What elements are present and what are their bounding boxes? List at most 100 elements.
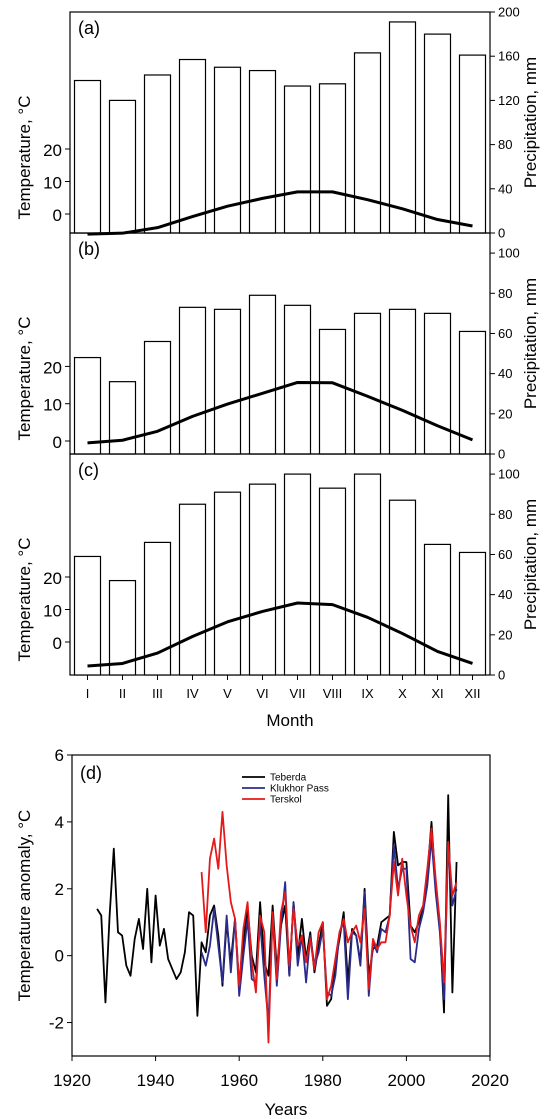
precipitation-bar — [178, 503, 207, 676]
y-left-tick-label: 0 — [53, 634, 62, 653]
precipitation-bar — [108, 579, 137, 676]
x-tick-label: II — [119, 686, 126, 701]
y-axis-title: Temperature anomaly, °C — [15, 810, 34, 1002]
y-right-tick-label: 40 — [498, 587, 512, 602]
precipitation-bar — [283, 473, 312, 676]
precipitation-bar — [423, 543, 452, 676]
precipitation-bar — [178, 306, 207, 455]
panel-c: (c) 0 10 20 0 20 40 60 80 100 Temperature, °C Preci… — [15, 453, 540, 730]
x-tick-label: IX — [361, 686, 374, 701]
temperature-line — [87, 190, 473, 236]
x-axis-title: Month — [266, 711, 313, 730]
precipitation-bar — [143, 340, 172, 455]
temperature-line — [87, 380, 474, 445]
series-line-terskol — [200, 810, 458, 1044]
panel-label: (c) — [78, 460, 99, 480]
precipitation-bar — [353, 473, 382, 676]
y-tick-label: 0 — [55, 947, 64, 966]
y-tick-label: -2 — [49, 1014, 64, 1033]
x-tick-label: 1980 — [304, 1071, 342, 1090]
precipitation-bar — [388, 21, 417, 234]
x-tick-label: V — [223, 686, 232, 701]
x-tick-label: 2020 — [471, 1071, 509, 1090]
precipitation-bar — [458, 330, 487, 455]
precipitation-bar — [213, 308, 242, 455]
y-right-axis-title: Precipitation, mm — [521, 57, 540, 188]
precipitation-bar — [318, 83, 347, 234]
x-tick-label: VII — [290, 686, 306, 701]
precipitation-bar — [283, 85, 312, 234]
y-left-axis-title: Temperature, °C — [15, 538, 34, 662]
y-left-tick-label: 10 — [43, 602, 62, 621]
precipitation-bar — [318, 487, 347, 676]
y-right-tick-label: 80 — [498, 137, 512, 152]
x-tick-label: I — [86, 686, 90, 701]
y-right-axis-title: Precipitation, mm — [521, 499, 540, 630]
precipitation-bar — [248, 483, 277, 676]
y-left-tick-label: 10 — [43, 396, 62, 415]
panel-label: (d) — [80, 763, 102, 783]
precipitation-bar — [353, 312, 382, 455]
precipitation-bar — [248, 69, 277, 234]
y-right-tick-label: 20 — [498, 627, 512, 642]
temperature-line — [87, 601, 473, 668]
y-right-axis-title: Precipitation, mm — [521, 278, 540, 409]
panel-label: (a) — [78, 18, 100, 38]
y-right-tick-label: 0 — [498, 226, 505, 241]
precipitation-bar — [73, 555, 102, 676]
precipitation-bar — [248, 294, 277, 455]
y-left-tick-label: 20 — [43, 569, 62, 588]
y-right-tick-label: 120 — [498, 93, 520, 108]
precipitation-bar — [108, 99, 137, 234]
y-right-tick-label: 40 — [498, 181, 512, 196]
legend-label: Terskol — [270, 795, 302, 806]
x-tick-label: IV — [186, 686, 199, 701]
y-left-axis-title: Temperature, °C — [15, 317, 34, 441]
panel-b: (b) 0 10 20 0 20 40 60 80 100 Temperature, °C Preci… — [15, 232, 540, 462]
precipitation-bar — [388, 499, 417, 676]
x-tick-label: III — [152, 686, 163, 701]
y-right-tick-label: 100 — [498, 467, 520, 482]
y-right-tick-label: 160 — [498, 49, 520, 64]
x-tick-label: VI — [256, 686, 268, 701]
x-tick-label: 2000 — [387, 1071, 425, 1090]
precipitation-bar — [213, 491, 242, 676]
y-right-tick-label: 80 — [498, 286, 512, 301]
y-right-tick-label: 60 — [498, 547, 512, 562]
anomaly-panel: -2 0 2 4 6 1920 1940 1960 1980 2000 2020 (d) Tempera… — [15, 746, 509, 1119]
y-left-tick-label: 20 — [43, 358, 62, 377]
y-left-tick-label: 0 — [53, 206, 62, 225]
precipitation-bar — [143, 74, 172, 234]
plot-frame — [71, 754, 491, 1057]
y-right-tick-label: 20 — [498, 406, 512, 421]
y-right-tick-label: 60 — [498, 326, 512, 341]
precipitation-bar — [458, 54, 487, 234]
y-tick-label: 2 — [55, 880, 64, 899]
y-right-tick-label: 0 — [498, 668, 505, 683]
y-right-tick-label: 100 — [498, 246, 520, 261]
precipitation-bar — [388, 308, 417, 455]
y-left-tick-label: 10 — [43, 174, 62, 193]
precipitation-bar — [283, 304, 312, 455]
precipitation-bar — [73, 79, 102, 234]
x-axis-title: Years — [265, 1100, 308, 1119]
precipitation-bar — [458, 551, 487, 676]
precipitation-bar — [73, 356, 102, 455]
precipitation-bar — [353, 52, 382, 234]
precipitation-bar — [423, 33, 452, 234]
legend-label: Teberda — [270, 773, 307, 784]
precipitation-bar — [423, 312, 452, 455]
y-left-axis-title: Temperature, °C — [15, 96, 34, 220]
x-tick-label: VIII — [323, 686, 343, 701]
precipitation-bar — [178, 58, 207, 234]
y-right-tick-label: 40 — [498, 366, 512, 381]
y-right-tick-label: 0 — [498, 447, 505, 462]
y-tick-label: 4 — [55, 813, 64, 832]
panel-label: (b) — [78, 239, 100, 259]
x-tick-label: X — [398, 686, 407, 701]
y-left-tick-label: 20 — [43, 141, 62, 160]
y-tick-label: 6 — [55, 746, 64, 765]
